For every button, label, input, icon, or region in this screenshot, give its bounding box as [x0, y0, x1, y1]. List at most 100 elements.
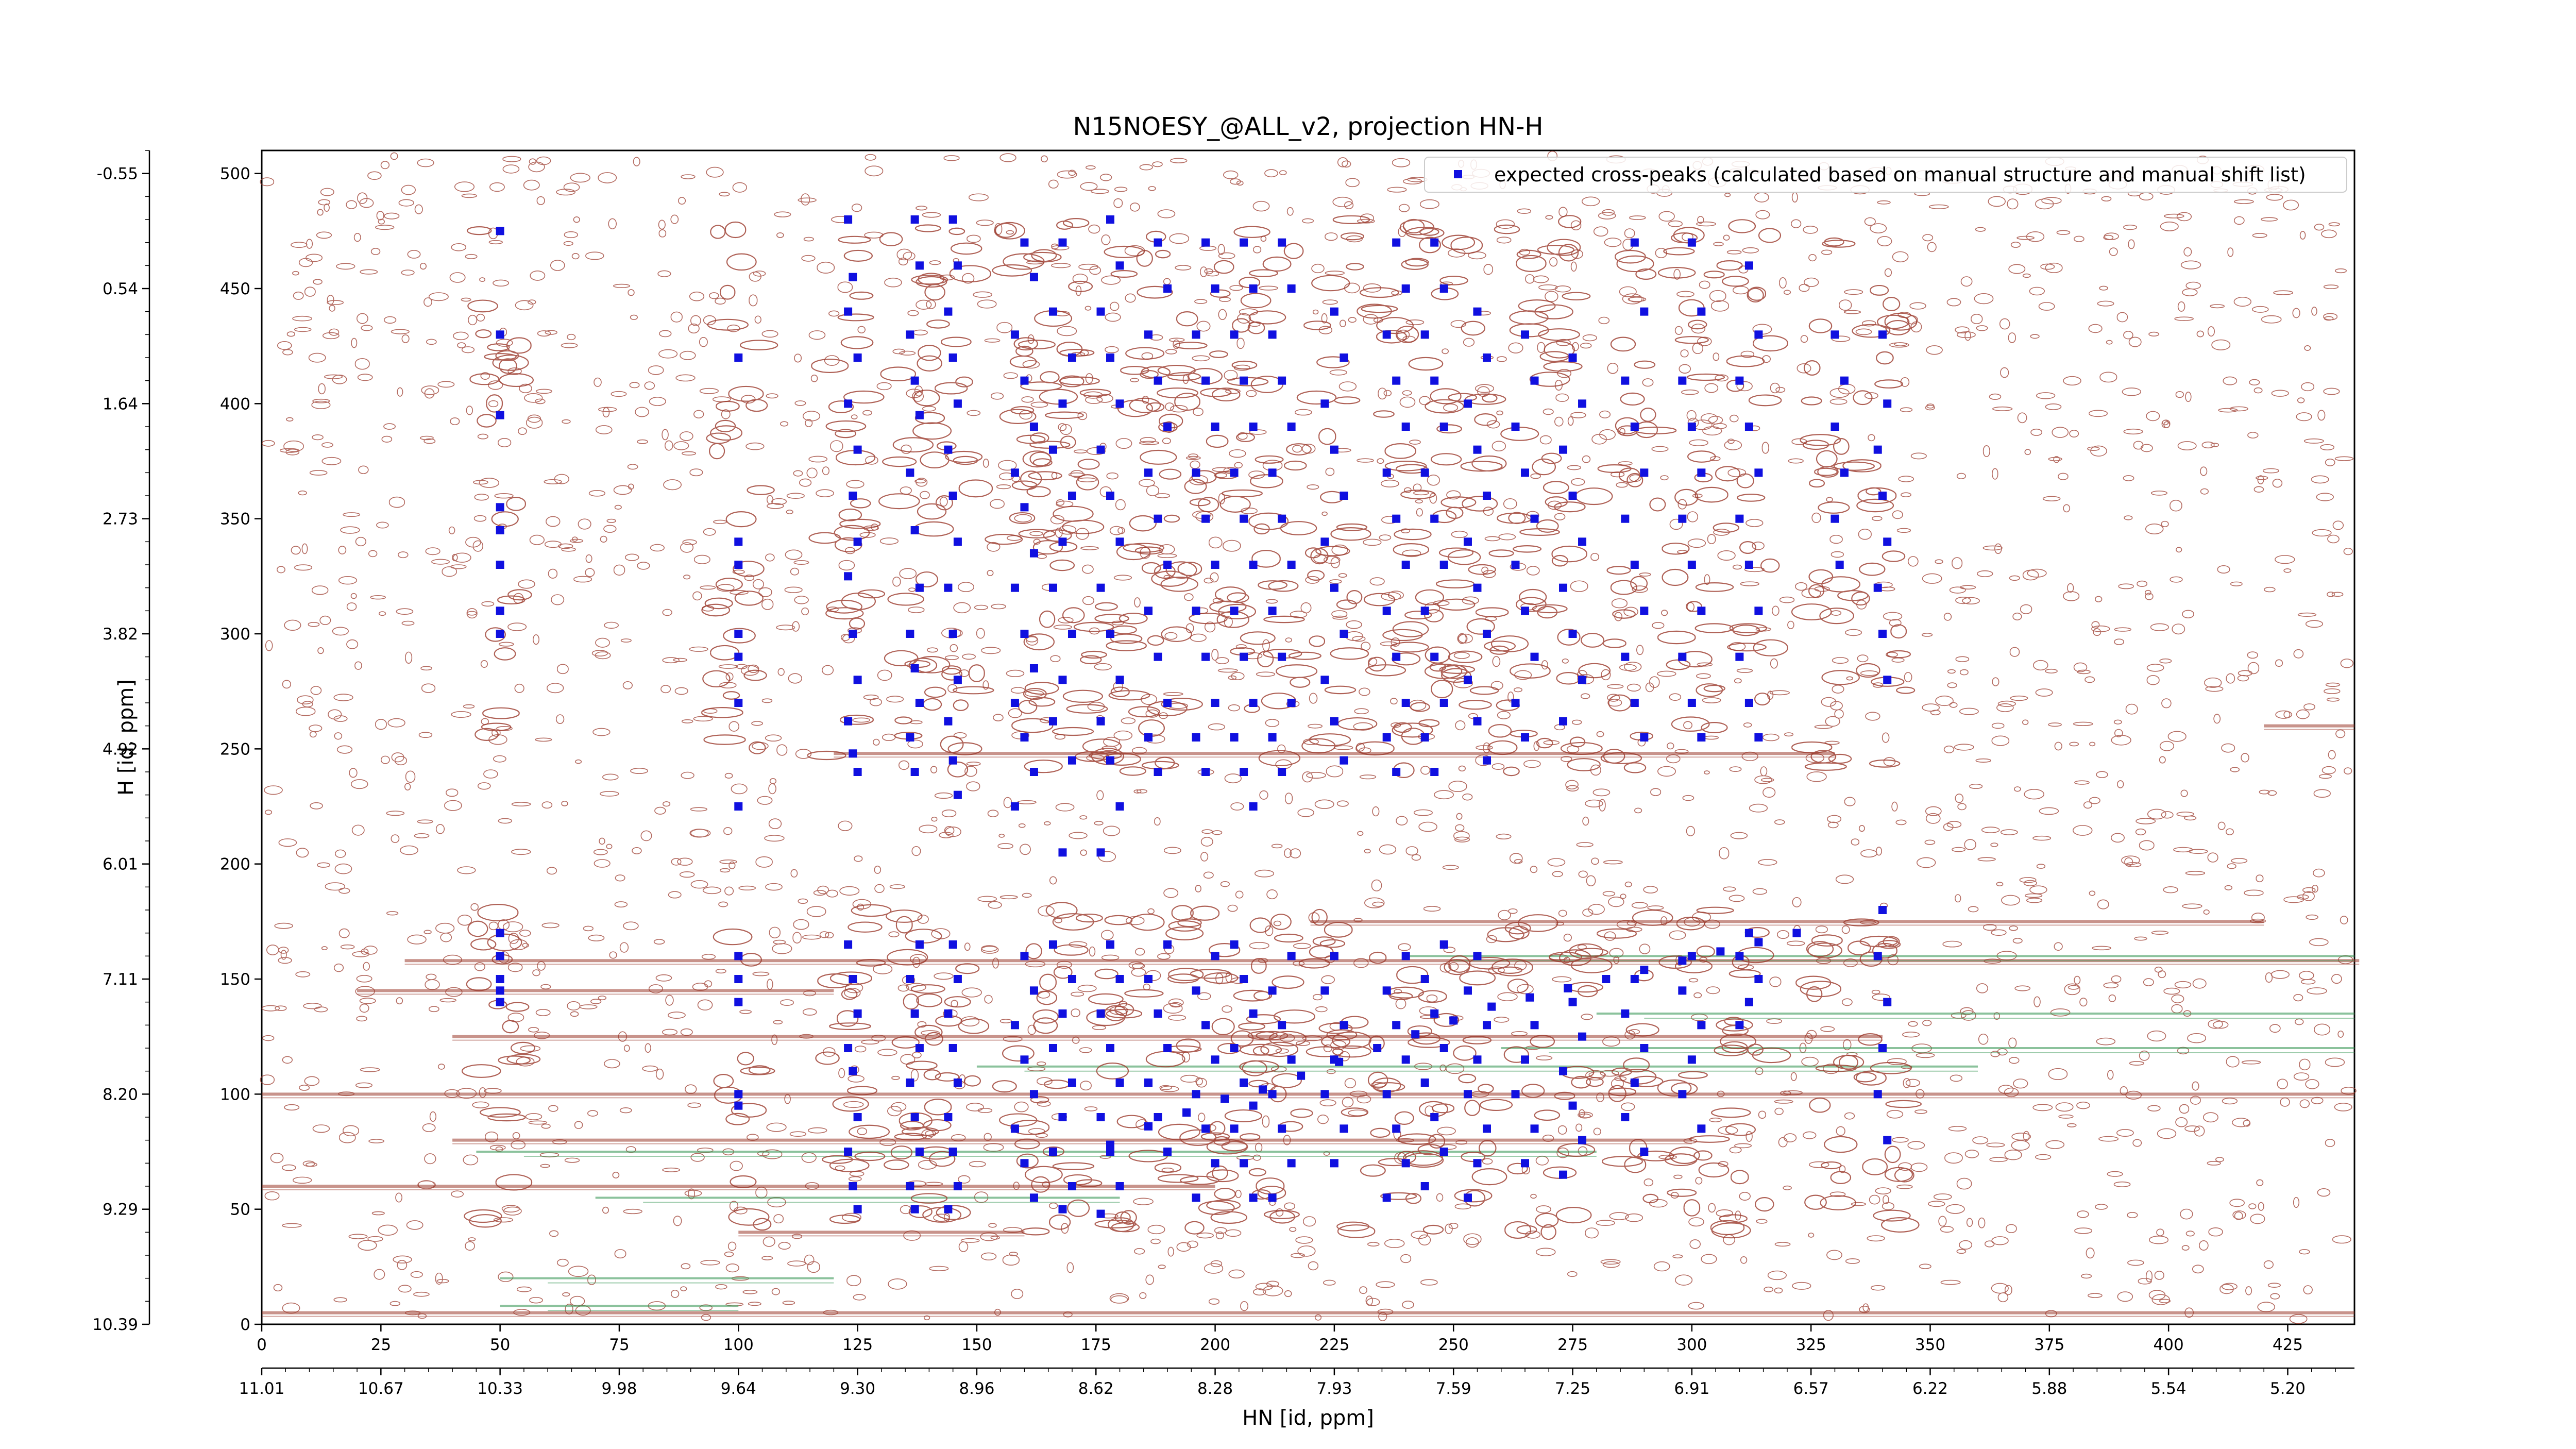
cross-peak-point — [1096, 307, 1105, 316]
cross-peak-point — [1559, 717, 1568, 726]
cross-peak-point — [1511, 699, 1520, 707]
cross-peak-point — [1744, 998, 1753, 1006]
cross-peak-point — [1482, 1124, 1491, 1133]
cross-peak-point — [1249, 561, 1258, 569]
cross-peak-point — [1473, 717, 1482, 726]
y-tick-label: 350 — [220, 510, 250, 529]
cross-peak-point — [1096, 717, 1105, 726]
cross-peak-point — [1382, 1193, 1391, 1202]
x-tick-label: 125 — [842, 1336, 873, 1354]
y-tick-label: 250 — [220, 740, 250, 759]
cross-peak-point — [1511, 561, 1520, 569]
cross-peak-point — [1873, 952, 1882, 961]
cross-peak-point — [1249, 284, 1258, 293]
cross-peak-point — [1249, 802, 1258, 811]
cross-peak-point — [1744, 423, 1753, 431]
y-ppm-tick-label: -0.55 — [97, 165, 138, 183]
cross-peak-point — [1420, 330, 1429, 339]
cross-peak-point — [844, 307, 853, 316]
cross-peak-point — [1020, 630, 1029, 638]
cross-peak-point — [1687, 699, 1696, 707]
cross-peak-point — [1697, 1124, 1706, 1133]
x-tick-label: 250 — [1438, 1336, 1469, 1354]
chart-title: N15NOESY_@ALL_v2, projection HN-H — [1073, 112, 1544, 141]
cross-peak-point — [853, 353, 862, 362]
cross-peak-point — [1578, 537, 1587, 546]
cross-peak-point — [1640, 307, 1649, 316]
cross-peak-point — [844, 572, 853, 581]
cross-peak-point — [734, 1090, 743, 1099]
cross-peak-point — [1240, 376, 1248, 385]
cross-peak-point — [496, 630, 504, 638]
x-axis-label: HN [id, ppm] — [1242, 1406, 1374, 1430]
expected-cross-peaks — [496, 215, 1892, 1218]
cross-peak-point — [1382, 330, 1391, 339]
cross-peak-point — [1058, 848, 1067, 857]
cross-peak-point — [1521, 468, 1530, 477]
cross-peak-point — [1096, 1009, 1105, 1018]
cross-peak-point — [1401, 1159, 1410, 1168]
cross-peak-point — [1463, 1090, 1472, 1099]
cross-peak-point — [1192, 733, 1200, 742]
cross-peak-point — [1230, 330, 1239, 339]
cross-peak-point — [1482, 353, 1491, 362]
cross-peak-point — [853, 1205, 862, 1214]
cross-peak-point — [1578, 1136, 1587, 1144]
cross-peak-point — [1268, 330, 1277, 339]
cross-peak-point — [1392, 768, 1401, 776]
cross-peak-point — [1678, 652, 1687, 661]
cross-peak-point — [844, 717, 853, 726]
cross-peak-point — [953, 399, 962, 408]
cross-peak-point — [1211, 561, 1219, 569]
cross-peak-point — [1697, 733, 1706, 742]
x-ppm-tick-label: 8.96 — [959, 1379, 994, 1398]
cross-peak-point — [1420, 733, 1429, 742]
cross-peak-point — [1154, 238, 1162, 247]
cross-peak-point — [1878, 906, 1887, 914]
cross-peak-point — [853, 676, 862, 684]
y-ppm-tick-label: 4.92 — [103, 740, 138, 759]
cross-peak-point — [1439, 1044, 1448, 1052]
y-tick-label: 400 — [220, 395, 250, 413]
cross-peak-point — [1439, 423, 1448, 431]
cross-peak-point — [1163, 561, 1172, 569]
cross-peak-point — [1048, 307, 1057, 316]
cross-peak-point — [1144, 1079, 1153, 1087]
cross-peak-point — [1067, 1079, 1076, 1087]
cross-peak-point — [906, 630, 914, 638]
cross-peak-point — [1278, 514, 1286, 523]
cross-peak-point — [1144, 733, 1153, 742]
cross-peak-point — [1278, 238, 1286, 247]
cross-peak-point — [1192, 1090, 1200, 1099]
cross-peak-point — [1029, 664, 1038, 672]
cross-peak-point — [948, 1044, 957, 1052]
cross-peak-point — [1392, 376, 1401, 385]
cross-peak-point — [1192, 1193, 1200, 1202]
legend: expected cross-peaks (calculated based o… — [1424, 157, 2347, 193]
cross-peak-point — [1020, 238, 1029, 247]
cross-peak-point — [1482, 630, 1491, 638]
cross-peak-point — [1096, 583, 1105, 592]
cross-peak-point — [1473, 583, 1482, 592]
y-ppm-axis: 10.39 9.29 8.20 7.11 6.01 4.92 3.82 2.73 1.64 0.5… — [92, 150, 150, 1334]
y-ppm-tick-label: 2.73 — [103, 510, 138, 529]
cross-peak-point — [1106, 353, 1115, 362]
cross-peak-point — [1144, 606, 1153, 615]
x-tick-label: 300 — [1676, 1336, 1707, 1354]
cross-peak-point — [1058, 537, 1067, 546]
cross-peak-point — [1163, 284, 1172, 293]
cross-peak-point — [1201, 238, 1210, 247]
cross-peak-point — [1010, 1021, 1019, 1030]
legend-marker — [1454, 170, 1462, 178]
cross-peak-point — [1401, 284, 1410, 293]
cross-peak-point — [1020, 1055, 1029, 1064]
cross-peak-point — [734, 537, 743, 546]
cross-peak-point — [1020, 952, 1029, 961]
cross-peak-point — [1678, 514, 1687, 523]
cross-peak-point — [1831, 330, 1839, 339]
cross-peak-point — [1687, 1055, 1696, 1064]
cross-peak-point — [1687, 952, 1696, 961]
cross-peak-point — [915, 583, 924, 592]
cross-peak-point — [1115, 261, 1124, 270]
cross-peak-point — [1340, 756, 1348, 765]
